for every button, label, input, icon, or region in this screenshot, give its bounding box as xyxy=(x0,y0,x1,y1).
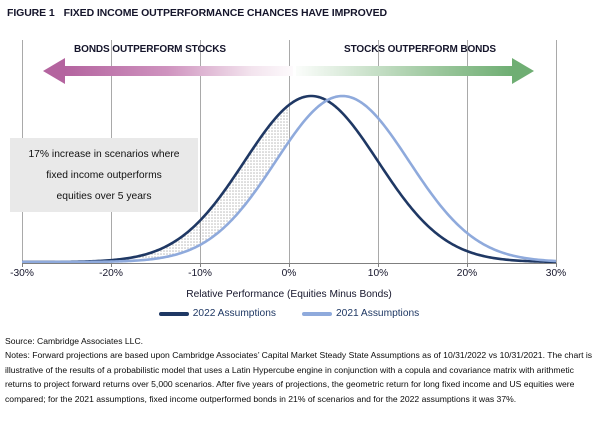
tick-label: 20% xyxy=(456,268,478,279)
source-text: Source: Cambridge Associates LLC. xyxy=(5,336,144,346)
x-axis-title: Relative Performance (Equities Minus Bon… xyxy=(186,289,392,300)
right-arrow-body xyxy=(296,66,512,76)
gridline xyxy=(467,40,468,263)
tick-mark xyxy=(200,263,201,267)
stocks-direction-arrow xyxy=(296,58,534,84)
left-arrowhead-icon xyxy=(43,58,65,84)
callout-box: 17% increase in scenarios where fixed in… xyxy=(10,138,198,212)
left-arrow-body xyxy=(65,66,293,76)
legend-swatch-2022 xyxy=(158,311,189,316)
legend-item-2021: 2021 Assumptions xyxy=(302,308,419,319)
tick-mark xyxy=(378,263,379,267)
figure-title-text: FIXED INCOME OUTPERFORMANCE CHANCES HAVE… xyxy=(63,7,387,19)
legend: 2022 Assumptions 2021 Assumptions xyxy=(0,308,578,319)
tick-label: -30% xyxy=(10,268,34,279)
tick-label: 0% xyxy=(281,268,297,279)
callout-line-1: 17% increase in scenarios where xyxy=(28,149,180,160)
notes-text: Notes: Forward projections are based upo… xyxy=(5,350,593,404)
legend-label-2022: 2022 Assumptions xyxy=(192,308,276,319)
tick-mark xyxy=(289,263,290,267)
tick-mark xyxy=(467,263,468,267)
tick-label: 10% xyxy=(367,268,389,279)
distribution-curves xyxy=(22,94,556,263)
stocks-outperform-label: STOCKS OUTPERFORM BONDS xyxy=(344,44,496,55)
tick-mark xyxy=(22,263,23,267)
callout-line-3: equities over 5 years xyxy=(56,191,152,202)
bonds-direction-arrow xyxy=(43,58,293,84)
footer: Source: Cambridge Associates LLC. Notes:… xyxy=(5,334,594,406)
page-title: FIGURE 1 FIXED INCOME OUTPERFORMANCE CHAN… xyxy=(7,7,387,19)
callout-line-2: fixed income outperforms xyxy=(46,170,162,181)
gridline xyxy=(289,40,290,263)
tick-label: 30% xyxy=(545,268,567,279)
gridline xyxy=(200,40,201,263)
bonds-outperform-label: BONDS OUTPERFORM STOCKS xyxy=(74,44,226,55)
tick-mark xyxy=(111,263,112,267)
legend-item-2022: 2022 Assumptions xyxy=(158,308,276,319)
tick-label: -20% xyxy=(99,268,123,279)
shaded-difference-region xyxy=(22,104,289,262)
legend-label-2021: 2021 Assumptions xyxy=(336,308,420,319)
gridline xyxy=(378,40,379,263)
right-arrowhead-icon xyxy=(512,58,534,84)
curve-2021 xyxy=(22,94,556,263)
tick-mark xyxy=(556,263,557,267)
legend-swatch-2021 xyxy=(302,311,332,316)
curve-2022 xyxy=(22,94,556,263)
tick-label: -10% xyxy=(188,268,212,279)
gridline xyxy=(556,40,557,263)
figure-label: FIGURE 1 xyxy=(7,7,55,19)
